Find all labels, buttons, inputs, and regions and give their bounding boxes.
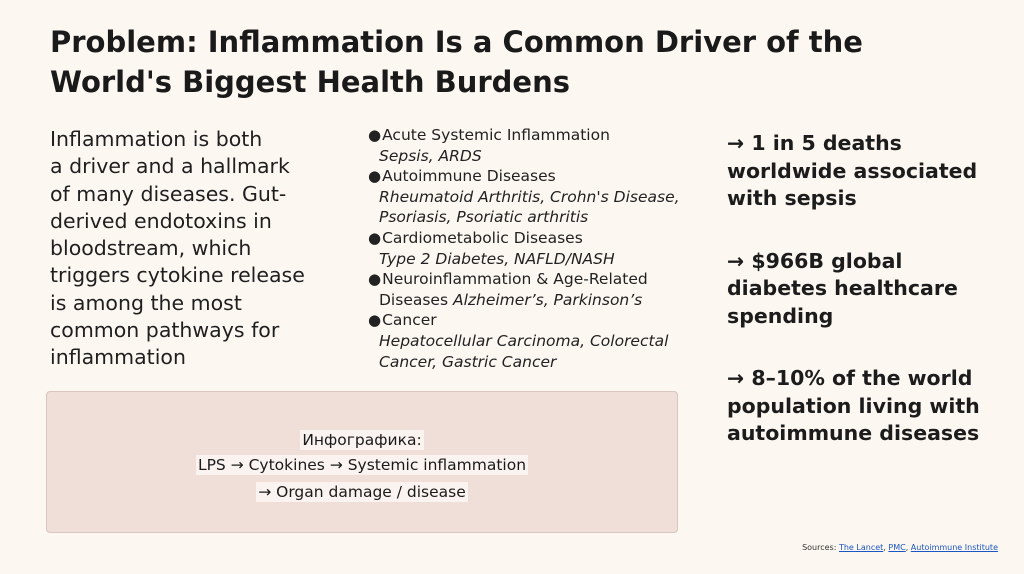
infographic-flow-line-1: LPS → Cytokines → Systemic inflammation bbox=[195, 455, 529, 475]
bullet-icon: ● bbox=[368, 270, 382, 289]
list-item-examples: Psoriasis, Psoriatic arthritis bbox=[379, 208, 589, 227]
list-item-examples: Rheumatoid Arthritis, Crohn's Disease, bbox=[379, 187, 680, 206]
stat-autoimmune: → 8–10% of the world population living w… bbox=[727, 365, 1017, 448]
source-link-pmc[interactable]: PMC bbox=[888, 543, 906, 552]
bullet-icon: ● bbox=[368, 311, 382, 330]
list-item-title: Cancer bbox=[382, 311, 437, 330]
infographic-label: Инфографика: bbox=[300, 430, 424, 450]
list-item-title: Neuroinflammation & Age-Related bbox=[382, 270, 648, 289]
intro-line: inflammation bbox=[50, 345, 186, 370]
list-item-title-continued: Diseases bbox=[379, 290, 453, 309]
stats-column: → 1 in 5 deaths worldwide associated wit… bbox=[727, 130, 1017, 483]
list-item-examples: Type 2 Diabetes, NAFLD/NASH bbox=[379, 249, 615, 268]
list-item-title: Autoimmune Diseases bbox=[382, 167, 556, 186]
list-item-neuro: ●Neuroinflammation & Age-Related Disease… bbox=[368, 269, 708, 310]
stat-line: → $966B global bbox=[727, 248, 903, 273]
list-item-title: Acute Systemic Inflammation bbox=[382, 126, 610, 144]
stat-line: spending bbox=[727, 303, 834, 328]
slide-title: Problem: Inflammation Is a Common Driver… bbox=[50, 22, 950, 102]
intro-line: derived endotoxins in bbox=[50, 208, 272, 233]
list-item-title: Cardiometabolic Diseases bbox=[382, 228, 583, 247]
intro-line: common pathways for bbox=[50, 318, 280, 343]
bullet-icon: ● bbox=[368, 126, 382, 144]
stat-sepsis: → 1 in 5 deaths worldwide associated wit… bbox=[727, 130, 1017, 213]
list-item-cardiometabolic: ●Cardiometabolic Diseases Type 2 Diabete… bbox=[368, 228, 708, 269]
stat-line: diabetes healthcare bbox=[727, 276, 958, 300]
source-link-lancet[interactable]: The Lancet bbox=[838, 543, 884, 552]
list-item-cancer: ●Cancer Hepatocellular Carcinoma, Colore… bbox=[368, 310, 708, 372]
bullet-icon: ● bbox=[368, 228, 382, 247]
stat-line: → 1 in 5 deaths bbox=[727, 131, 902, 155]
stat-line: autoimmune diseases bbox=[727, 421, 980, 445]
list-item-autoimmune: ●Autoimmune Diseases Rheumatoid Arthriti… bbox=[368, 166, 708, 228]
stat-line: worldwide associated bbox=[727, 158, 978, 183]
intro-line: Inflammation is both bbox=[50, 127, 263, 151]
sources-prefix: Sources: bbox=[802, 543, 839, 552]
disease-list: ●Acute Systemic Inflammation Sepsis, ARD… bbox=[368, 125, 708, 372]
list-item-examples: Alzheimer’s, Parkinson’s bbox=[452, 290, 643, 309]
sources-footer: Sources: The Lancet, PMC, Autoimmune Ins… bbox=[802, 543, 998, 552]
list-item-acute: ●Acute Systemic Inflammation Sepsis, ARD… bbox=[368, 125, 708, 166]
slide-title-line-1: Problem: Inflammation Is a Common Driver… bbox=[50, 25, 863, 59]
list-item-examples: Hepatocellular Carcinoma, Colorectal bbox=[379, 331, 669, 350]
source-link-autoimmune-institute[interactable]: Autoimmune Institute bbox=[910, 543, 998, 552]
infographic-placeholder: Инфографика: LPS → Cytokines → Systemic … bbox=[46, 391, 678, 533]
bullet-icon: ● bbox=[368, 167, 382, 186]
list-item-examples: Cancer, Gastric Cancer bbox=[379, 352, 557, 371]
stat-line: with sepsis bbox=[727, 186, 857, 210]
intro-line: is among the most bbox=[50, 290, 242, 315]
stat-line: → 8–10% of the world bbox=[727, 366, 973, 390]
intro-line: a driver and a hallmark bbox=[50, 154, 290, 179]
intro-paragraph: Inflammation is both a driver and a hall… bbox=[50, 126, 335, 372]
intro-line: triggers cytokine release bbox=[50, 263, 305, 288]
infographic-flow-line-2: → Organ damage / disease bbox=[256, 482, 468, 502]
slide-title-line-2: World's Biggest Health Burdens bbox=[50, 65, 571, 99]
intro-line: of many diseases. Gut- bbox=[50, 181, 287, 206]
stat-diabetes: → $966B global diabetes healthcare spend… bbox=[727, 248, 1017, 331]
stat-line: population living with bbox=[727, 393, 980, 418]
list-item-examples: Sepsis, ARDS bbox=[379, 146, 482, 165]
intro-line: bloodstream, which bbox=[50, 236, 252, 261]
